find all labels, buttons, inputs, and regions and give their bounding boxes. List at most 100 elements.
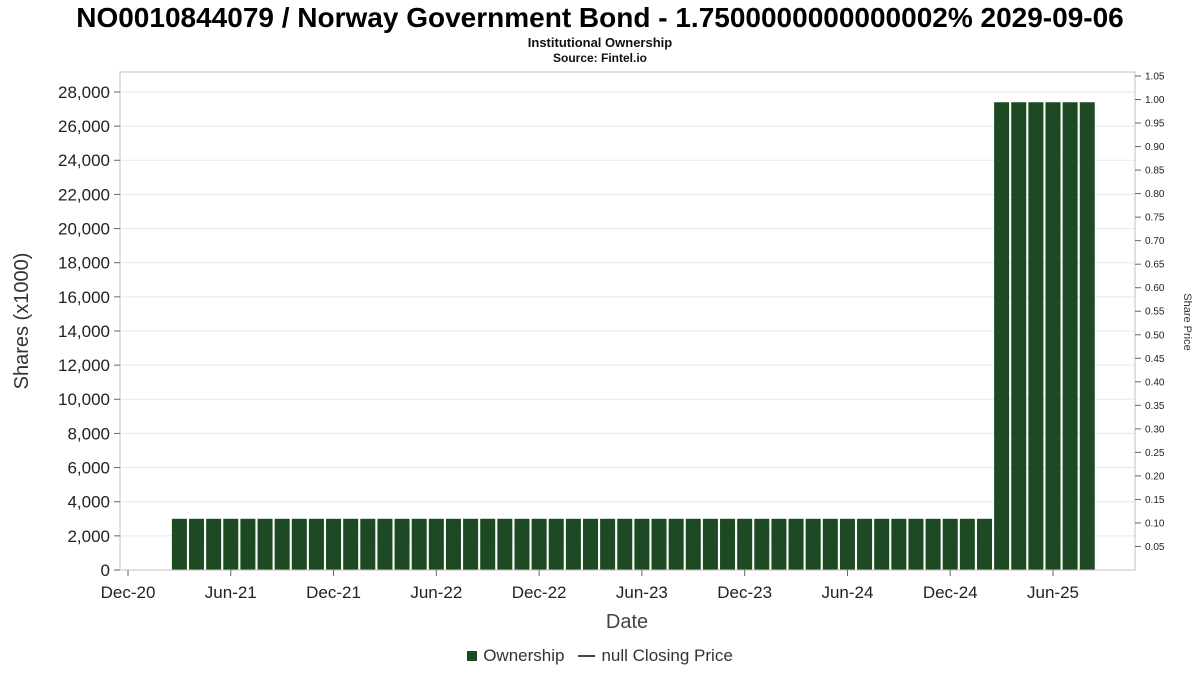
bar-Aug-24[interactable] (874, 518, 890, 570)
bar-Nov-21[interactable] (308, 518, 324, 570)
x-axis-title: Date (606, 611, 648, 633)
bar-Oct-24[interactable] (908, 518, 924, 570)
left-tick-label: 26,000 (58, 117, 110, 136)
right-tick-label: 0.40 (1145, 377, 1165, 388)
bar-Jan-23[interactable] (548, 518, 564, 570)
bar-Jul-22[interactable] (445, 518, 461, 570)
bar-May-24[interactable] (822, 518, 838, 570)
left-axis-title: Shares (x1000) (11, 253, 33, 390)
x-tick-label: Dec-24 (923, 583, 978, 602)
bar-Mar-25[interactable] (994, 102, 1010, 570)
bar-Jul-24[interactable] (857, 518, 873, 570)
bar-Apr-22[interactable] (394, 518, 410, 570)
legend-item-ownership[interactable]: Ownership (467, 646, 564, 666)
right-tick-label: 0.60 (1145, 283, 1165, 294)
right-tick-label: 0.95 (1145, 119, 1165, 130)
bar-Feb-22[interactable] (360, 518, 376, 570)
left-axis-ticks: 0 2,000 4,000 6,000 8,000 10,000 12,000 14,000 1… (58, 83, 120, 580)
bar-Nov-23[interactable] (720, 518, 736, 570)
x-axis-ticks: Dec-20 Jun-21 Dec-21 Jun-22 Dec-22 Jun-23 Dec-… (101, 570, 1079, 602)
right-axis-title: Share Price (1181, 293, 1193, 350)
bar-Jun-22[interactable] (428, 518, 444, 570)
left-tick-label: 20,000 (58, 220, 110, 239)
bar-May-21[interactable] (206, 518, 222, 570)
right-tick-label: 1.05 (1145, 72, 1165, 83)
right-tick-label: 1.00 (1145, 95, 1165, 106)
right-tick-label: 0.25 (1145, 448, 1165, 459)
legend-label-ownership: Ownership (483, 646, 565, 665)
chart-title: NO0010844079 / Norway Government Bond - … (76, 2, 1124, 33)
bar-Aug-21[interactable] (257, 518, 273, 570)
bar-Nov-22[interactable] (514, 518, 530, 570)
x-tick-label: Jun-21 (205, 583, 257, 602)
bar-Mar-23[interactable] (583, 518, 598, 570)
bar-Apr-21[interactable] (189, 518, 205, 570)
bar-Jun-21[interactable] (223, 518, 239, 570)
bar-Jul-21[interactable] (240, 518, 256, 570)
bar-Feb-24[interactable] (771, 518, 787, 570)
bar-Jan-22[interactable] (343, 518, 359, 570)
bar-Aug-23[interactable] (668, 518, 684, 570)
right-tick-label: 0.65 (1145, 260, 1165, 271)
right-tick-label: 0.20 (1145, 471, 1165, 482)
bar-May-25[interactable] (1028, 102, 1044, 570)
ownership-swatch-icon (467, 651, 478, 661)
legend-item-closing-price[interactable]: null Closing Price (578, 646, 733, 666)
bar-Mar-22[interactable] (377, 518, 393, 570)
bar-Oct-23[interactable] (702, 518, 718, 570)
bar-Jun-24[interactable] (839, 518, 855, 570)
right-tick-label: 0.15 (1145, 495, 1165, 506)
bar-Aug-25[interactable] (1079, 102, 1095, 570)
right-tick-label: 0.45 (1145, 354, 1165, 365)
left-tick-label: 12,000 (58, 356, 110, 375)
right-tick-label: 0.35 (1145, 401, 1165, 412)
bar-Dec-21[interactable] (326, 518, 342, 570)
bar-May-22[interactable] (411, 518, 427, 570)
right-tick-label: 0.90 (1145, 142, 1165, 153)
bar-Jan-25[interactable] (959, 518, 975, 570)
bar-Mar-21[interactable] (171, 518, 187, 570)
bars-group (171, 102, 1095, 570)
left-tick-label: 8,000 (67, 424, 110, 443)
left-tick-label: 6,000 (67, 459, 110, 478)
bar-Apr-25[interactable] (1011, 102, 1027, 570)
right-tick-label: 0.50 (1145, 330, 1165, 341)
left-tick-label: 4,000 (67, 493, 110, 512)
bar-Feb-25[interactable] (976, 518, 992, 570)
plot-border (119, 71, 1136, 571)
bar-Jun-23[interactable] (634, 518, 650, 570)
bar-Dec-24[interactable] (942, 518, 958, 570)
bar-Sep-24[interactable] (891, 518, 907, 570)
left-tick-label: 16,000 (58, 288, 110, 307)
bar-Sep-23[interactable] (685, 518, 701, 570)
left-tick-label: 18,000 (58, 254, 110, 273)
right-tick-label: 0.85 (1145, 166, 1165, 177)
bar-Sep-21[interactable] (274, 518, 290, 570)
bar-Apr-24[interactable] (805, 518, 821, 570)
right-tick-label: 0.55 (1145, 307, 1165, 318)
bar-Aug-22[interactable] (463, 518, 479, 570)
bar-Oct-22[interactable] (497, 518, 513, 570)
bar-Nov-24[interactable] (925, 518, 941, 570)
bar-Oct-21[interactable] (291, 518, 307, 570)
left-tick-label: 24,000 (58, 151, 110, 170)
bar-Jun-25[interactable] (1045, 102, 1061, 570)
right-tick-label: 0.80 (1145, 189, 1165, 200)
bar-Jul-23[interactable] (651, 518, 667, 570)
left-tick-label: 28,000 (58, 83, 110, 102)
bar-Dec-22[interactable] (531, 518, 547, 570)
bar-Sep-22[interactable] (480, 518, 496, 570)
x-tick-label: Dec-22 (512, 583, 567, 602)
bar-Dec-23[interactable] (737, 518, 753, 570)
x-tick-label: Jun-22 (410, 583, 462, 602)
bar-Feb-23[interactable] (565, 518, 581, 570)
bar-May-23[interactable] (617, 518, 633, 570)
closing-price-line-icon (578, 655, 596, 657)
right-tick-label: 0.10 (1145, 518, 1165, 529)
bar-Jul-25[interactable] (1062, 102, 1078, 570)
bar-Mar-24[interactable] (788, 518, 804, 570)
bar-Jan-24[interactable] (754, 518, 770, 570)
bar-Apr-23[interactable] (600, 518, 616, 570)
